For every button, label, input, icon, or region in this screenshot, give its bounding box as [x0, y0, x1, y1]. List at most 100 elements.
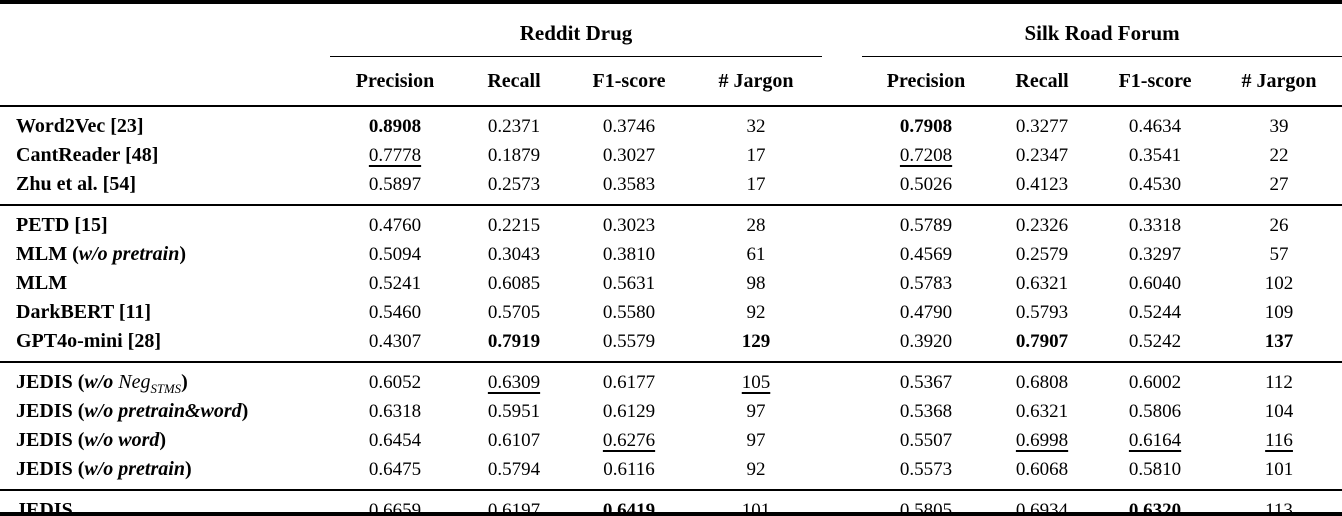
metric-cell: 61	[690, 240, 822, 269]
metric-value: 0.5783	[899, 273, 953, 294]
metric-value: 0.2347	[1015, 145, 1069, 166]
metric-header-row: Precision Recall F1-score # Jargon Preci…	[0, 56, 1342, 107]
metric-cell: 102	[1216, 269, 1342, 298]
metric-cell: 0.8908	[330, 106, 460, 141]
metric-value: 0.6177	[602, 372, 656, 393]
table-row: JEDIS 0.6659 0.6197 0.6419 101 0.5805 0.…	[0, 490, 1342, 516]
metric-value: 17	[746, 174, 766, 195]
metric-cell: 105	[690, 362, 822, 397]
metric-value: 0.5897	[368, 174, 422, 195]
jargon-detection-results-table: Reddit Drug Silk Road Forum Precision Re…	[0, 4, 1342, 516]
metric-cell: 0.1879	[460, 141, 568, 170]
metric-value: 0.5805	[899, 500, 953, 516]
method-name: CantReader [48]	[0, 141, 330, 170]
metric-value: 104	[1264, 401, 1294, 422]
metric-cell: 0.5026	[862, 170, 990, 205]
metric-cell: 97	[690, 397, 822, 426]
metric-value: 97	[746, 430, 766, 451]
metric-cell: 92	[690, 298, 822, 327]
metric-value: 0.6129	[602, 401, 656, 422]
metric-value: 0.3583	[602, 174, 656, 195]
method-label: JEDIS	[16, 499, 73, 516]
metric-cell: 0.5368	[862, 397, 990, 426]
metric-cell: 0.2347	[990, 141, 1094, 170]
metric-cell: 101	[1216, 455, 1342, 490]
method-label: CantReader [48]	[16, 144, 159, 166]
metric-value: 0.8908	[368, 116, 422, 137]
metric-value: 0.4790	[899, 302, 953, 323]
metric-value: 0.3810	[602, 244, 656, 265]
metric-value: 0.5368	[899, 401, 953, 422]
metric-value: 101	[741, 500, 771, 516]
metric-cell: 0.5631	[568, 269, 690, 298]
baseline-group-embeddings: Word2Vec [23] 0.8908 0.2371 0.3746 32 0.…	[0, 106, 1342, 205]
metric-cell: 0.6107	[460, 426, 568, 455]
metric-cell: 0.5897	[330, 170, 460, 205]
metric-value: 0.5705	[487, 302, 541, 323]
metric-value: 0.4307	[368, 331, 422, 352]
metric-cell: 0.2371	[460, 106, 568, 141]
metric-cell: 0.3810	[568, 240, 690, 269]
metric-cell: 0.6475	[330, 455, 460, 490]
method-label-italic: w/o word	[84, 429, 160, 451]
metric-cell: 0.4760	[330, 205, 460, 240]
metric-value: 0.6321	[1015, 401, 1069, 422]
metric-value: 98	[746, 273, 766, 294]
dataset-header-silk-road-forum: Silk Road Forum	[862, 4, 1342, 57]
metric-cell: 0.5580	[568, 298, 690, 327]
metric-cell: 0.6934	[990, 490, 1094, 512]
metric-cell: 0.5573	[862, 455, 990, 490]
metric-cell: 0.7907	[990, 327, 1094, 362]
column-gap-spacer	[822, 426, 862, 455]
column-gap-spacer	[822, 106, 862, 141]
metric-value: 0.7208	[899, 145, 953, 166]
metric-cell: 0.3583	[568, 170, 690, 205]
metric-value: 32	[746, 116, 766, 137]
metric-cell: 22	[1216, 141, 1342, 170]
column-gap-spacer	[822, 397, 862, 426]
metric-value: 0.6454	[368, 430, 422, 451]
metric-value: 0.6659	[368, 500, 422, 516]
column-gap-spacer	[822, 240, 862, 269]
metric-value: 0.3277	[1015, 116, 1069, 137]
metric-cell: 0.6419	[568, 490, 690, 512]
column-header-f1-reddit: F1-score	[568, 56, 690, 107]
metric-value: 0.5241	[368, 273, 422, 294]
metric-cell: 28	[690, 205, 822, 240]
method-label-math: Neg	[118, 371, 151, 393]
metric-value: 0.6998	[1015, 430, 1069, 451]
metric-cell: 0.2326	[990, 205, 1094, 240]
metric-value: 0.5507	[899, 430, 953, 451]
metric-value: 0.6040	[1128, 273, 1182, 294]
metric-cell: 116	[1216, 426, 1342, 455]
method-label: JEDIS (	[16, 371, 85, 393]
method-name: Word2Vec [23]	[0, 106, 330, 141]
metric-value: 101	[1264, 459, 1294, 480]
metric-value: 57	[1269, 244, 1289, 265]
method-column-header-blank	[0, 56, 330, 107]
metric-value: 0.5367	[899, 372, 953, 393]
metric-cell: 0.5806	[1094, 397, 1216, 426]
metric-cell: 113	[1216, 490, 1342, 512]
metric-value: 0.4634	[1128, 116, 1182, 137]
column-gap-spacer	[822, 56, 863, 107]
metric-value: 0.7919	[487, 331, 541, 352]
method-label-close: )	[159, 429, 167, 451]
table-row: JEDIS (w/o word) 0.6454 0.6107 0.6276 97…	[0, 426, 1342, 455]
metric-cell: 0.6276	[568, 426, 690, 455]
metric-value: 112	[1265, 372, 1293, 393]
metric-cell: 0.2215	[460, 205, 568, 240]
metric-cell: 17	[690, 141, 822, 170]
method-label: PETD [15]	[16, 214, 108, 236]
method-name: DarkBERT [11]	[0, 298, 330, 327]
metric-value: 0.5793	[1015, 302, 1069, 323]
method-label-close: )	[184, 458, 192, 480]
metric-cell: 104	[1216, 397, 1342, 426]
metric-cell: 0.5793	[990, 298, 1094, 327]
metric-cell: 0.3541	[1094, 141, 1216, 170]
metric-value: 0.5580	[602, 302, 656, 323]
method-label-italic: w/o pretrain	[78, 243, 180, 265]
metric-cell: 0.7778	[330, 141, 460, 170]
metric-cell: 0.3043	[460, 240, 568, 269]
